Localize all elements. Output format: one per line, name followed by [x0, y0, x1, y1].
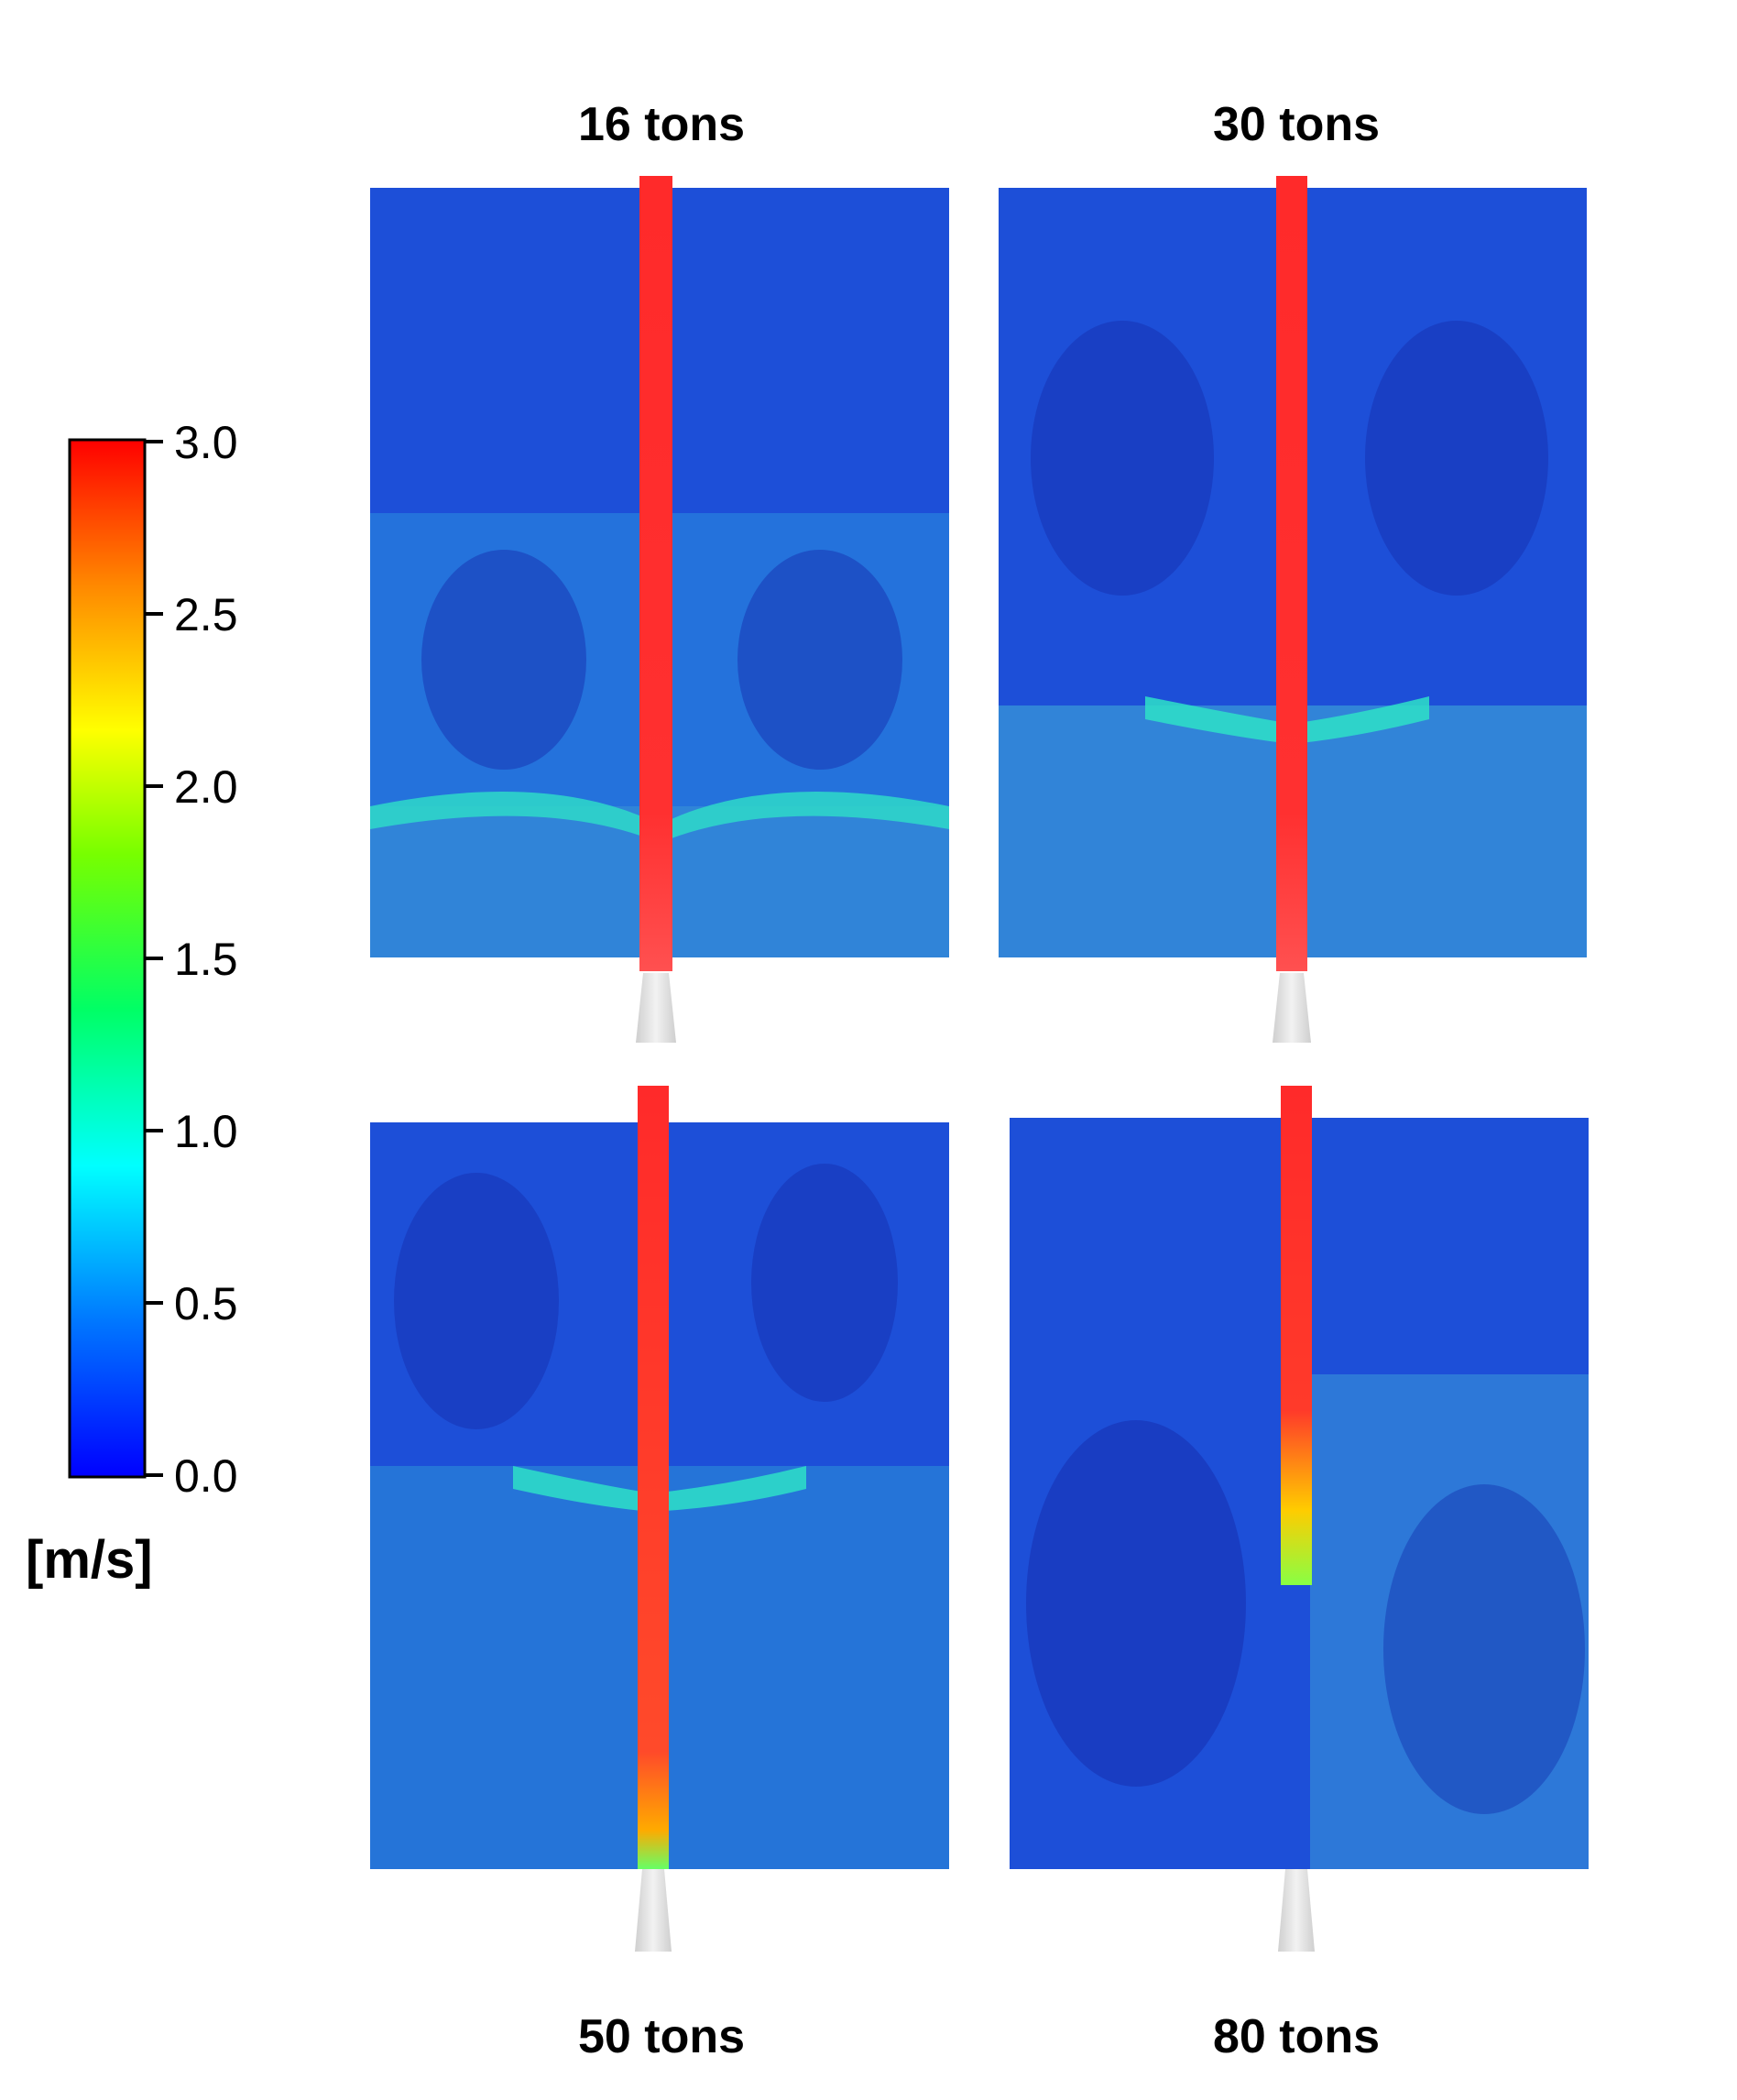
vortex [1031, 321, 1214, 596]
colorbar-tick-label: 1.5 [174, 934, 238, 985]
vortex [737, 550, 902, 770]
colorbar-tick-label: 0.5 [174, 1278, 238, 1329]
jet-spread [370, 792, 949, 843]
nozzle [1273, 973, 1311, 1043]
colorbar-tick-label: 1.0 [174, 1106, 238, 1157]
vortex [751, 1164, 898, 1402]
vortex [1383, 1484, 1585, 1814]
vortex [1026, 1420, 1246, 1787]
jet-spread [513, 1466, 806, 1512]
colorbar-tick-label: 2.0 [174, 761, 238, 813]
colorbar-gradient [68, 438, 147, 1479]
colorbar-tick-label: 3.0 [174, 417, 238, 468]
vortex [394, 1173, 559, 1429]
velocity-field-50-tons [370, 1086, 949, 1952]
panel-title-50-tons: 50 tons [578, 2010, 745, 2063]
panel-title-16-tons: 16 tons [578, 98, 745, 151]
panel-title-30-tons: 30 tons [1213, 98, 1380, 151]
colorbar: 3.0 2.5 2.0 1.5 1.0 0.5 0.0 [m/s] [26, 417, 238, 1590]
submerged-entry-nozzle-jet [639, 176, 672, 971]
nozzle [635, 1869, 672, 1952]
submerged-entry-nozzle-jet [638, 1086, 669, 1869]
panel-title-80-tons: 80 tons [1213, 2010, 1380, 2063]
nozzle [1278, 1869, 1315, 1952]
nozzle [636, 973, 676, 1043]
submerged-entry-nozzle-jet [1276, 176, 1307, 971]
colorbar-ticks [145, 440, 163, 1477]
submerged-entry-nozzle-jet [1281, 1086, 1312, 1585]
colorbar-tick-label: 2.5 [174, 589, 238, 640]
velocity-field-30-tons [999, 176, 1587, 1043]
vortex [1365, 321, 1548, 596]
colorbar-unit-label: [m/s] [26, 1530, 153, 1590]
flow-region-right [1310, 1374, 1589, 1869]
colorbar-tick-label: 0.0 [174, 1450, 238, 1502]
velocity-field-80-tons [1010, 1086, 1589, 1952]
velocity-field-16-tons [370, 176, 949, 1043]
vortex [421, 550, 586, 770]
jet-spread [1145, 696, 1429, 744]
